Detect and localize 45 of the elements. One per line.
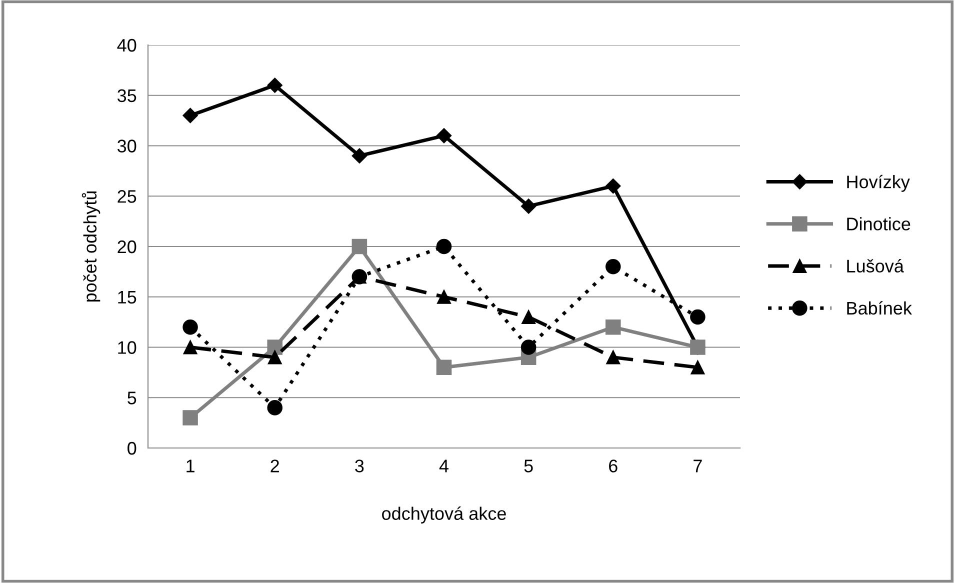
legend-label: Dinotice [847, 217, 910, 230]
point [436, 360, 452, 376]
x-tick-label: 3 [355, 460, 364, 472]
point [522, 310, 536, 324]
y-tick-label: 10 [118, 341, 136, 354]
legend-label: Hovízky [847, 174, 910, 192]
point [437, 290, 451, 304]
point [267, 340, 282, 355]
point [606, 350, 620, 364]
point [183, 340, 198, 354]
x-tick-label: 6 [609, 460, 618, 472]
point [436, 128, 452, 144]
y-tick-label: 5 [128, 392, 136, 404]
legend-label: Lušová [847, 259, 904, 273]
point [267, 400, 282, 416]
point [267, 78, 282, 93]
point [436, 238, 452, 254]
x-tick-label: 1 [186, 460, 194, 472]
point [182, 108, 198, 124]
point [606, 319, 621, 335]
y-tick-label: 35 [117, 89, 136, 102]
point [182, 410, 198, 426]
y-tick-label: 20 [118, 240, 136, 254]
point [606, 259, 621, 274]
point [690, 360, 705, 374]
y-axis-title: počet odchytů [82, 191, 100, 302]
point [606, 178, 621, 194]
y-tick-label: 15 [118, 290, 136, 304]
point [268, 350, 282, 364]
point [182, 319, 198, 335]
point [521, 198, 536, 214]
y-tick-label: 30 [117, 140, 136, 152]
point [352, 148, 367, 164]
y-tick-label: 25 [118, 190, 136, 203]
legend-label: Babínek [847, 301, 912, 315]
point [352, 238, 368, 254]
y-tick-label: 40 [117, 38, 136, 52]
x-tick-label: 7 [694, 460, 702, 472]
y-tick-label: 0 [128, 442, 136, 455]
x-axis-title: odchytová akce [382, 506, 506, 524]
x-tick-label: 4 [439, 460, 448, 472]
x-tick-label: 2 [270, 460, 279, 472]
x-tick-label: 5 [524, 460, 533, 472]
point [520, 340, 536, 355]
point [690, 309, 706, 325]
